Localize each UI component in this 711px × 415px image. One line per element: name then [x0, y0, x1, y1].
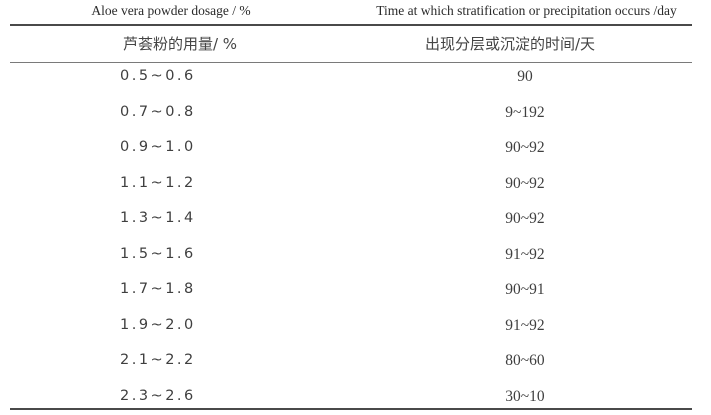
table-row: 1.1~1.2 90~92 — [10, 166, 692, 202]
time-cell: 30~10 — [505, 387, 545, 405]
table-body: 0.5~0.6 90 0.7~0.8 9~192 0.9~1.0 90~92 1… — [10, 59, 692, 414]
time-cell: 90~92 — [505, 174, 545, 192]
dosage-cell: 1.9~2.0 — [120, 316, 196, 333]
dosage-cell: 1.7~1.8 — [120, 281, 196, 297]
top-rule — [10, 24, 692, 26]
time-cell: 91~92 — [505, 316, 545, 334]
table-row: 2.1~2.2 80~60 — [10, 343, 692, 379]
table-row: 0.5~0.6 90 — [10, 59, 692, 95]
dosage-cell: 2.3~2.6 — [120, 387, 196, 404]
table-row: 2.3~2.6 30~10 — [10, 379, 692, 415]
dosage-cell: 0.5~0.6 — [120, 68, 196, 84]
table-row: 0.9~1.0 90~92 — [10, 130, 692, 166]
time-cell: 91~92 — [505, 245, 545, 263]
table-row: 0.7~0.8 9~192 — [10, 95, 692, 131]
dosage-cell: 0.9~1.0 — [120, 139, 196, 155]
table-row: 1.3~1.4 90~92 — [10, 201, 692, 237]
dosage-cell: 1.1~1.2 — [120, 174, 196, 191]
header-zh-dosage: 芦荟粉的用量/ % — [122, 35, 238, 53]
dosage-cell: 1.3~1.4 — [120, 210, 196, 226]
table-row: 1.5~1.6 91~92 — [10, 237, 692, 273]
header-zh-time: 出现分层或沉淀的时间/天 — [424, 35, 596, 53]
time-cell: 90~92 — [505, 210, 545, 227]
dosage-cell: 1.5~1.6 — [120, 245, 196, 262]
time-cell: 90 — [517, 68, 533, 85]
header-rule — [10, 62, 692, 63]
time-cell: 80~60 — [505, 352, 545, 369]
table-row: 1.7~1.8 90~91 — [10, 272, 692, 308]
time-cell: 9~192 — [505, 103, 545, 121]
header-en-dosage: Aloe vera powder dosage / % — [91, 3, 251, 18]
dosage-cell: 2.1~2.2 — [120, 352, 196, 368]
bottom-rule — [10, 408, 692, 410]
time-cell: 90~92 — [505, 139, 545, 156]
time-cell: 90~91 — [505, 281, 545, 298]
header-en-time: Time at which stratification or precipit… — [376, 3, 677, 18]
table-row: 1.9~2.0 91~92 — [10, 308, 692, 344]
dosage-cell: 0.7~0.8 — [120, 103, 196, 120]
